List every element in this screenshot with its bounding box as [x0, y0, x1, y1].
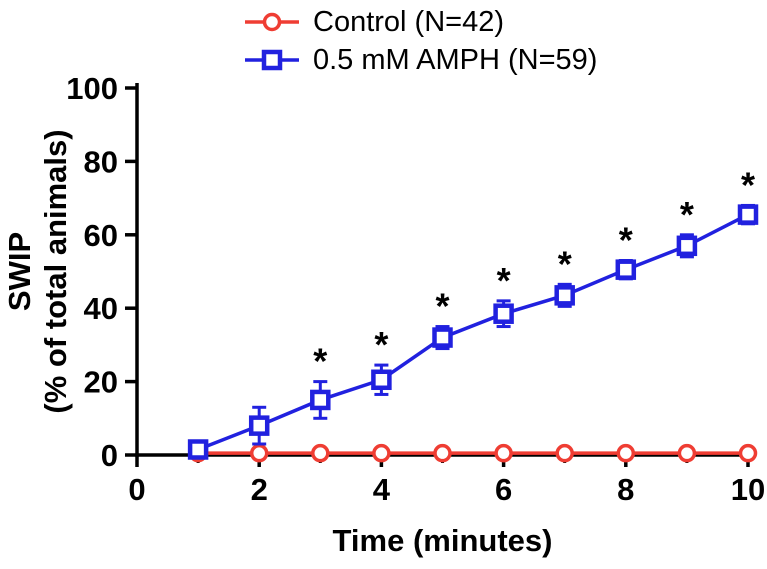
data-point-square	[737, 204, 759, 225]
amph-line-marker-icon	[245, 49, 299, 71]
legend-label-amph: 0.5 mM AMPH (N=59)	[313, 43, 598, 76]
significance-asterisk: *	[741, 164, 755, 205]
data-point-circle	[677, 443, 697, 463]
significance-asterisk: *	[497, 260, 511, 301]
x-tick-label: 4	[373, 472, 391, 507]
data-point-square	[676, 235, 698, 257]
data-point-square	[432, 327, 453, 348]
y-axis-title-line1: SWIP	[2, 232, 37, 311]
data-point-square	[248, 415, 270, 436]
data-point-circle	[249, 443, 269, 463]
significance-asterisk: *	[374, 324, 388, 365]
significance-asterisk: *	[313, 341, 327, 382]
data-point-square	[371, 369, 392, 391]
data-point-circle	[494, 443, 513, 463]
significance-asterisk: *	[435, 286, 449, 327]
series-line-1	[197, 213, 749, 452]
x-axis-title: Time (minutes)	[333, 523, 553, 558]
y-tick-label: 40	[84, 291, 118, 326]
data-point-circle	[738, 443, 758, 463]
significance-asterisk: *	[558, 243, 572, 284]
data-point-square	[554, 285, 575, 306]
y-tick-label: 60	[84, 218, 118, 253]
data-point-square	[187, 439, 209, 460]
y-tick-label: 0	[101, 438, 118, 473]
x-tick-label: 2	[251, 472, 268, 507]
legend: Control (N=42) 0.5 mM AMPH (N=59)	[243, 5, 597, 77]
control-line-marker-icon	[245, 12, 299, 32]
significance-asterisk: *	[680, 194, 694, 235]
x-tick-label: 10	[731, 472, 765, 507]
y-tick-label: 20	[84, 365, 118, 400]
significance-asterisk: *	[619, 219, 633, 260]
data-point-circle	[311, 443, 330, 463]
legend-item-amph: 0.5 mM AMPH (N=59)	[243, 43, 597, 77]
data-point-square	[615, 259, 637, 280]
data-point-circle	[372, 443, 391, 463]
data-point-circle	[555, 443, 574, 463]
data-point-circle	[433, 443, 452, 463]
x-tick-label: 6	[495, 472, 512, 507]
y-axis-title-line2: (% of total animals)	[38, 129, 73, 413]
x-tick-label: 0	[128, 472, 145, 507]
legend-item-control: Control (N=42)	[243, 5, 597, 39]
control-legend-circle	[262, 12, 282, 32]
y-tick-label: 80	[84, 144, 118, 179]
x-tick-label: 8	[617, 472, 634, 507]
data-point-circle	[616, 443, 636, 463]
legend-label-control: Control (N=42)	[313, 5, 504, 38]
data-point-square	[493, 303, 514, 324]
y-tick-label: 100	[66, 71, 118, 106]
amph-legend-square	[261, 49, 283, 71]
data-point-square	[310, 389, 331, 411]
